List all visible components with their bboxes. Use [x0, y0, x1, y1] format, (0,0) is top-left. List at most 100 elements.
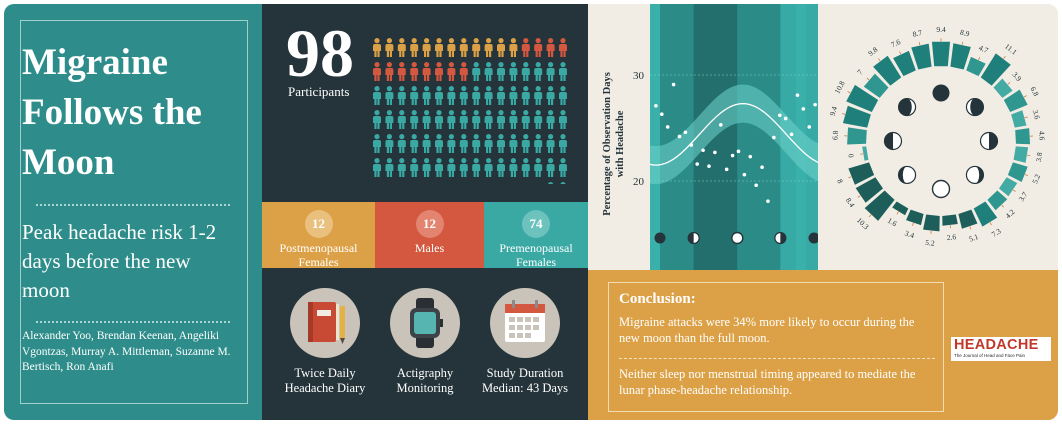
person-icon	[447, 38, 456, 57]
radial-value-label: 3.6	[1031, 109, 1042, 121]
person-icon	[410, 86, 419, 105]
moon-waning-gibbous-icon	[965, 165, 985, 185]
journal-name: HEADACHE	[954, 337, 1039, 353]
person-icon	[546, 158, 555, 177]
person-icon	[484, 158, 493, 177]
data-point	[665, 125, 670, 129]
person-icon	[472, 110, 481, 129]
group-label: Postmenopausal Females	[279, 241, 358, 269]
data-point	[671, 82, 676, 87]
data-point	[713, 150, 717, 155]
radial-value-label: 10.3	[855, 216, 871, 232]
person-icon	[472, 62, 481, 81]
person-icon	[546, 62, 555, 81]
radial-bar	[892, 201, 909, 216]
conclusion-finding: Migraine attacks were 34% more likely to…	[619, 315, 915, 345]
method-duration: Study Duration Median: 43 Days	[475, 288, 575, 396]
person-icon	[459, 110, 468, 129]
data-point	[677, 134, 682, 139]
person-icon	[459, 134, 468, 153]
diary-icon	[290, 288, 360, 358]
person-icon	[385, 110, 394, 129]
group-count: 74	[522, 210, 550, 238]
radial-bar	[848, 162, 875, 185]
person-icon	[447, 86, 456, 105]
person-icon	[521, 158, 530, 177]
method-actigraphy: Actigraphy Monitoring	[375, 288, 475, 396]
person-icon	[497, 38, 505, 57]
radial-bar	[993, 78, 1013, 98]
radial-value-label: 6.8	[830, 130, 840, 140]
participant-count: 98	[286, 15, 354, 91]
radial-value-label: 6.8	[1028, 85, 1040, 98]
person-icon	[546, 110, 555, 129]
person-icon	[459, 38, 468, 57]
data-point	[777, 113, 782, 118]
person-icon	[397, 110, 406, 129]
person-icon	[447, 110, 456, 129]
person-icon	[521, 38, 530, 57]
radial-bar	[973, 201, 998, 227]
data-point	[789, 132, 794, 137]
person-icon	[559, 62, 567, 81]
person-icon	[422, 134, 431, 153]
radial-value-label: 5.1	[968, 232, 980, 244]
radial-bar	[842, 105, 871, 128]
data-point	[742, 172, 747, 177]
title-panel: Migraine Follows the Moon Peak headache …	[4, 4, 262, 420]
radial-value-label: 7.6	[890, 37, 903, 49]
data-point	[701, 148, 705, 153]
radial-bar	[950, 43, 971, 70]
person-icon	[534, 62, 543, 81]
data-point	[783, 116, 788, 121]
moon-first-quarter-icon	[687, 231, 700, 245]
radial-bar	[846, 84, 879, 113]
title-divider	[36, 204, 230, 206]
person-icon	[397, 62, 406, 81]
person-icon	[373, 62, 381, 81]
data-point	[718, 123, 723, 127]
moon-new-icon	[654, 232, 666, 244]
person-icon	[497, 86, 505, 105]
data-point	[795, 93, 800, 97]
conclusion-box: Conclusion: Migraine attacks were 34% mo…	[608, 282, 944, 412]
person-icon	[509, 62, 518, 81]
radial-value-label: 3.9	[1010, 70, 1023, 83]
person-icon	[447, 158, 456, 177]
person-icon	[385, 62, 394, 81]
data-point	[736, 149, 741, 154]
person-icon	[559, 38, 567, 57]
moon-full-icon	[931, 179, 951, 199]
group-label: Premenopausal Females	[499, 241, 573, 269]
radial-bar	[987, 190, 1008, 211]
radial-bar	[906, 209, 924, 226]
radial-value-label: 7	[855, 68, 864, 77]
group-count: 12	[415, 210, 444, 238]
person-icon	[534, 158, 543, 177]
watch-icon	[390, 288, 460, 358]
person-icon	[484, 62, 493, 81]
person-icon	[521, 86, 530, 105]
radial-value-label: 9.4	[936, 25, 946, 34]
person-icon	[397, 86, 406, 105]
methods-row: Twice Daily Headache Diary Actigraphy Mo…	[262, 268, 588, 420]
person-icon	[410, 134, 419, 153]
person-icon	[472, 38, 481, 57]
journal-subtitle: The Journal of Head and Face Pain	[954, 353, 1026, 358]
radial-bar	[847, 127, 867, 145]
data-point	[813, 102, 817, 107]
person-icon	[559, 134, 567, 153]
person-icon	[559, 86, 567, 105]
person-icon	[484, 38, 493, 57]
radial-bar	[980, 53, 1011, 86]
radial-bar	[893, 50, 916, 77]
radial-value-label: 9.4	[828, 105, 839, 117]
person-icon	[435, 38, 443, 57]
y-axis-label: Percentage of Observation Days with Heada…	[602, 72, 626, 216]
radial-value-label: 8.4	[844, 196, 857, 209]
person-icon	[435, 62, 443, 81]
person-icon	[373, 86, 381, 105]
person-icon	[497, 134, 505, 153]
radial-value-label: 5.2	[925, 238, 936, 248]
person-icon	[534, 134, 543, 153]
